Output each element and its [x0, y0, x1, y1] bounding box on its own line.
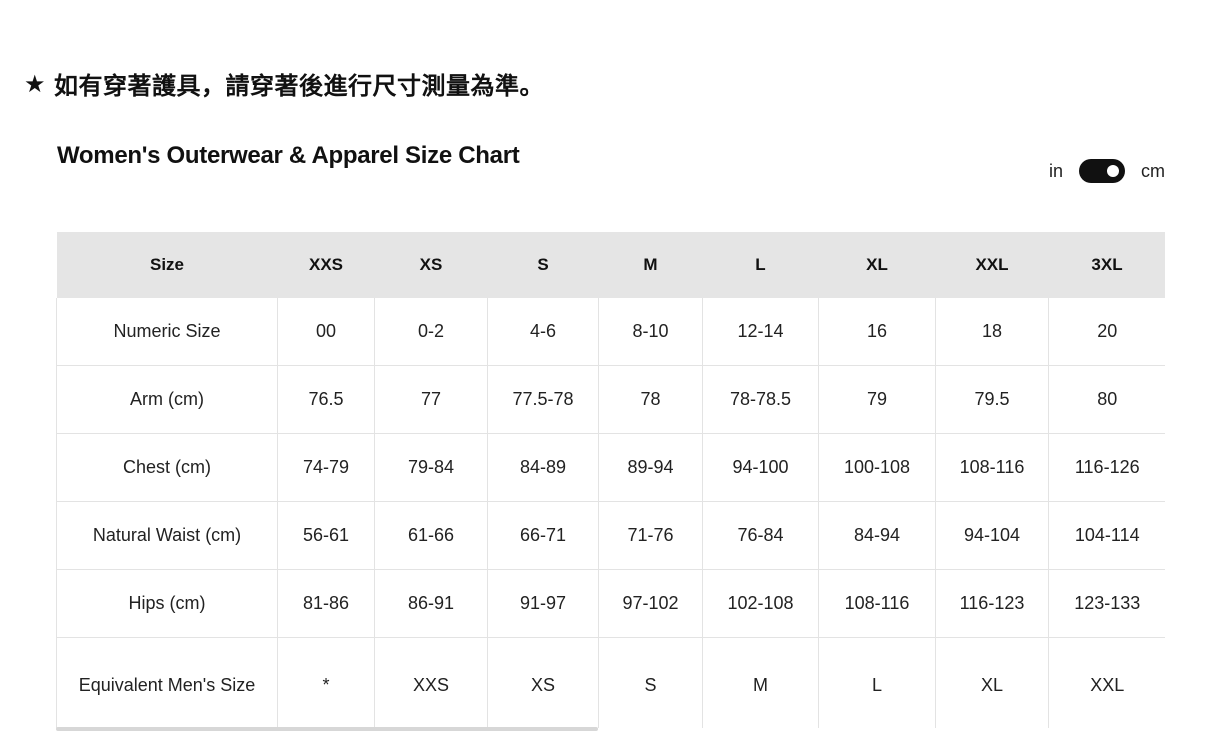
table-row: Natural Waist (cm) 56-61 61-66 66-71 71-…	[56, 501, 1165, 570]
table-cell: XL	[935, 637, 1049, 728]
column-header: L	[702, 232, 819, 298]
table-cell: 84-94	[818, 501, 936, 570]
table-cell: 116-126	[1048, 433, 1165, 502]
unit-label-in[interactable]: in	[1048, 160, 1063, 181]
table-row: Arm (cm) 76.5 77 77.5-78 78 78-78.5 79 7…	[56, 365, 1165, 434]
column-header: 3XL	[1048, 232, 1165, 298]
table-cell: XXS	[374, 637, 488, 728]
table-cell: 84-89	[487, 433, 599, 502]
table-cell: 104-114	[1048, 501, 1165, 570]
row-label: Equivalent Men's Size	[56, 637, 278, 728]
table-cell: 20	[1048, 298, 1165, 366]
table-cell: 86-91	[374, 569, 488, 638]
table-cell: 94-104	[935, 501, 1049, 570]
table-cell: 79.5	[935, 365, 1049, 434]
table-row: Numeric Size 00 0-2 4-6 8-10 12-14 16 18…	[56, 298, 1165, 366]
table-cell: 71-76	[598, 501, 703, 570]
table-cell: 66-71	[487, 501, 599, 570]
table-cell: 108-116	[818, 569, 936, 638]
table-cell: 61-66	[374, 501, 488, 570]
table-cell: 77	[374, 365, 488, 434]
table-cell: 123-133	[1048, 569, 1165, 638]
table-cell: 0-2	[374, 298, 488, 366]
row-label: Hips (cm)	[56, 569, 278, 638]
table-row: Equivalent Men's Size * XXS XS S M L XL …	[56, 637, 1165, 728]
table-cell: XS	[487, 637, 599, 728]
table-cell: 102-108	[702, 569, 819, 638]
row-label: Natural Waist (cm)	[56, 501, 278, 570]
table-cell: 77.5-78	[487, 365, 599, 434]
table-cell: *	[277, 637, 375, 728]
table-cell: 12-14	[702, 298, 819, 366]
unit-switch[interactable]	[1079, 159, 1125, 183]
column-header: XS	[374, 232, 488, 298]
table-cell: 100-108	[818, 433, 936, 502]
table-cell: XXL	[1048, 637, 1165, 728]
star-icon: ★	[24, 69, 47, 98]
size-table: Size XXS XS S M L XL XXL 3XL Numeric Siz…	[56, 232, 1165, 728]
unit-toggle: in cm	[1049, 159, 1165, 183]
table-header-row: Size XXS XS S M L XL XXL 3XL	[56, 232, 1165, 298]
table-cell: 94-100	[702, 433, 819, 502]
column-header: XXL	[935, 232, 1049, 298]
table-cell: 16	[818, 298, 936, 366]
table-cell: 97-102	[598, 569, 703, 638]
table-cell: 76.5	[277, 365, 375, 434]
size-table-container: Size XXS XS S M L XL XXL 3XL Numeric Siz…	[56, 232, 1165, 728]
table-row: Hips (cm) 81-86 86-91 91-97 97-102 102-1…	[56, 569, 1165, 638]
table-cell: 91-97	[487, 569, 599, 638]
table-cell: 81-86	[277, 569, 375, 638]
table-cell: 116-123	[935, 569, 1049, 638]
table-cell: 108-116	[935, 433, 1049, 502]
table-cell: 76-84	[702, 501, 819, 570]
table-cell: 00	[277, 298, 375, 366]
table-cell: M	[702, 637, 819, 728]
table-row: Chest (cm) 74-79 79-84 84-89 89-94 94-10…	[56, 433, 1165, 502]
table-cell: 80	[1048, 365, 1165, 434]
table-cell: 74-79	[277, 433, 375, 502]
column-header: XXS	[277, 232, 375, 298]
column-header: XL	[818, 232, 936, 298]
column-header: Size	[56, 232, 278, 298]
table-cell: 8-10	[598, 298, 703, 366]
row-label: Arm (cm)	[56, 365, 278, 434]
column-header: M	[598, 232, 703, 298]
unit-label-cm[interactable]: cm	[1141, 160, 1165, 181]
table-cell: 79	[818, 365, 936, 434]
table-cell: 79-84	[374, 433, 488, 502]
table-cell: S	[598, 637, 703, 728]
row-label: Numeric Size	[56, 298, 278, 366]
row-label: Chest (cm)	[56, 433, 278, 502]
notice-text: 如有穿著護具，請穿著後進行尺寸測量為準。	[54, 72, 545, 100]
table-cell: 18	[935, 298, 1049, 366]
page-title: Women's Outerwear & Apparel Size Chart	[57, 142, 520, 169]
table-cell: 89-94	[598, 433, 703, 502]
switch-knob	[1107, 165, 1119, 177]
table-cell: 56-61	[277, 501, 375, 570]
table-cell: 78	[598, 365, 703, 434]
table-cell: 4-6	[487, 298, 599, 366]
measurement-notice: ★ 如有穿著護具，請穿著後進行尺寸測量為準。	[24, 66, 544, 101]
table-cell: L	[818, 637, 936, 728]
table-cell: 78-78.5	[702, 365, 819, 434]
horizontal-scrollbar[interactable]	[56, 727, 598, 731]
column-header: S	[487, 232, 599, 298]
